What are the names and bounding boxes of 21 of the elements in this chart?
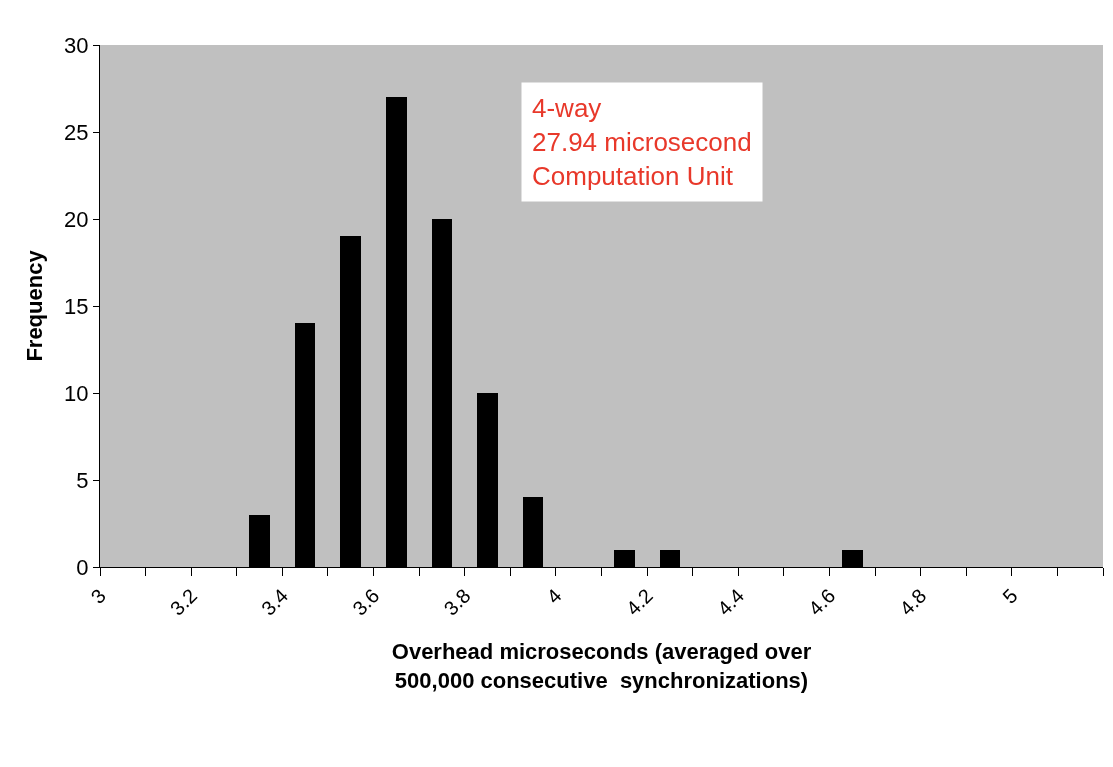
x-tick-label: 3.2 [165, 584, 202, 620]
annotation: 4-way 27.94 microsecond Computation Unit [532, 93, 752, 191]
y-tick-label: 20 [64, 206, 89, 232]
y-tick-label: 25 [64, 119, 89, 145]
x-tick-label: 4.6 [804, 584, 840, 620]
x-tick-label: 4.2 [621, 584, 657, 620]
x-tick-label: 3.4 [257, 584, 293, 620]
y-axis-title: Frequency [21, 249, 47, 362]
x-tick-label: 4.8 [895, 584, 931, 620]
y-tick-label: 5 [76, 467, 89, 493]
x-tick-label: 3.8 [439, 584, 475, 620]
x-tick-label: 3.6 [348, 584, 384, 620]
y-tick-label: 30 [64, 32, 89, 58]
x-tick-label: 3 [86, 584, 110, 608]
x-tick-label: 5 [998, 584, 1022, 608]
x-tick-label: 4 [542, 584, 566, 608]
x-tick-label: 4.4 [712, 584, 749, 620]
y-tick-label: 10 [64, 380, 89, 406]
y-tick-label: 0 [76, 554, 89, 580]
x-axis-title: Overhead microseconds (averaged over 500,000 consecutive synchronizations) [391, 639, 812, 694]
y-tick-label: 15 [64, 293, 89, 319]
